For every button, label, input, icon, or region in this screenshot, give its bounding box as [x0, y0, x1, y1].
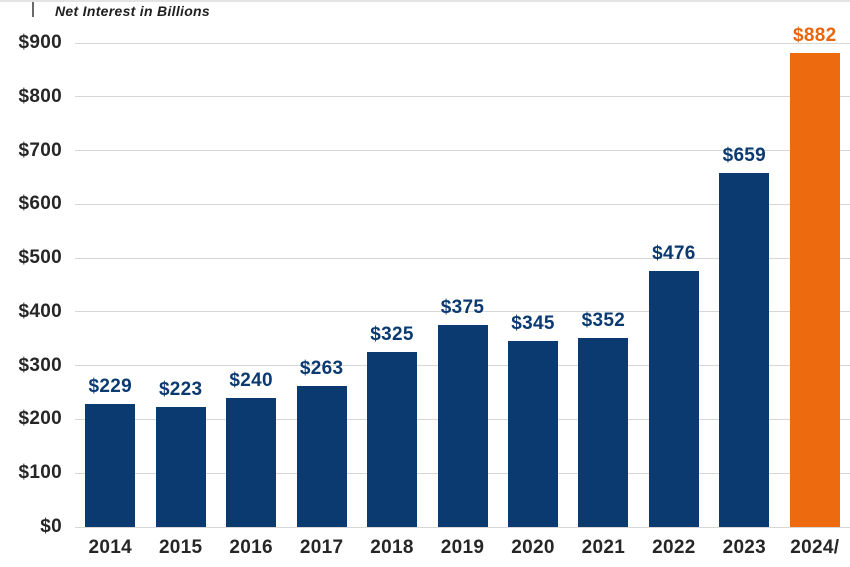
bar-2019: $375 [437, 297, 488, 527]
bar-value-label: $345 [511, 313, 555, 335]
x-tick-label: 2018 [370, 536, 414, 558]
gridline [75, 311, 850, 313]
y-tick-label: $700 [18, 139, 62, 161]
bar-2024: $882 [789, 25, 840, 527]
bar-2017: $263 [296, 358, 347, 527]
bar-2022: $476 [648, 243, 699, 527]
x-tick-label: 2014 [88, 536, 132, 558]
gridline [75, 257, 850, 259]
bar-2023: $659 [719, 145, 770, 527]
y-tick-label: $100 [18, 462, 62, 484]
bar-value-label: $375 [440, 297, 485, 319]
bar-value-label: $240 [229, 369, 273, 391]
gridline [75, 96, 850, 98]
bar-value-label: $325 [370, 324, 414, 346]
caret-line [32, 2, 34, 17]
window-top-edge [0, 0, 850, 2]
gridline [75, 150, 850, 152]
y-tick-label: $600 [18, 193, 62, 215]
y-tick-label: $900 [18, 32, 62, 53]
bar-2018: $325 [367, 324, 418, 527]
bar-value-label: $263 [299, 357, 344, 379]
x-tick-label: 2020 [511, 536, 555, 558]
bar-2015: $223 [155, 379, 206, 527]
x-tick-label: 2015 [158, 536, 203, 558]
x-tick-label: 2024/ [790, 536, 840, 558]
bar-value-label: $659 [722, 144, 767, 166]
y-tick-label: $200 [18, 408, 62, 430]
gridline [75, 42, 850, 44]
bar-2014: $229 [85, 376, 136, 527]
bar-2020: $345 [507, 313, 558, 527]
x-tick-label: 2016 [229, 536, 273, 558]
x-tick-label: 2019 [440, 536, 485, 558]
bar-value-label: $223 [158, 379, 203, 401]
y-tick-label: $800 [18, 85, 62, 107]
y-tick-label: $0 [40, 516, 62, 537]
gridline [75, 203, 850, 205]
x-tick-label: 2023 [722, 536, 767, 558]
bar-2021: $352 [578, 310, 629, 527]
x-axis: 2014 2015 2016 2017 2018 2019 2020 2021 2022 2023… [75, 527, 850, 567]
y-tick-label: $400 [18, 300, 62, 322]
x-tick-label: 2017 [299, 536, 344, 558]
y-tick-label: $300 [18, 354, 62, 376]
bar-value-label: $476 [652, 243, 696, 265]
bar-2016: $240 [226, 370, 277, 527]
bar-value-label: $352 [581, 309, 626, 331]
plot-area: $229 $223 $240 $263 $325 $375 $345 $352 $476 $659… [75, 25, 850, 528]
chart-title: Net Interest in Billions [55, 3, 210, 19]
gridline [75, 526, 850, 528]
x-tick-label: 2022 [652, 536, 696, 558]
y-tick-label: $500 [18, 247, 62, 269]
y-axis: $0 $100 $200 $300 $400 $500 $600 $700 $800 $900 [0, 32, 62, 537]
bar-value-label: $229 [88, 375, 132, 397]
bar-value-label: $882 [793, 24, 837, 46]
x-tick-label: 2021 [581, 536, 626, 558]
